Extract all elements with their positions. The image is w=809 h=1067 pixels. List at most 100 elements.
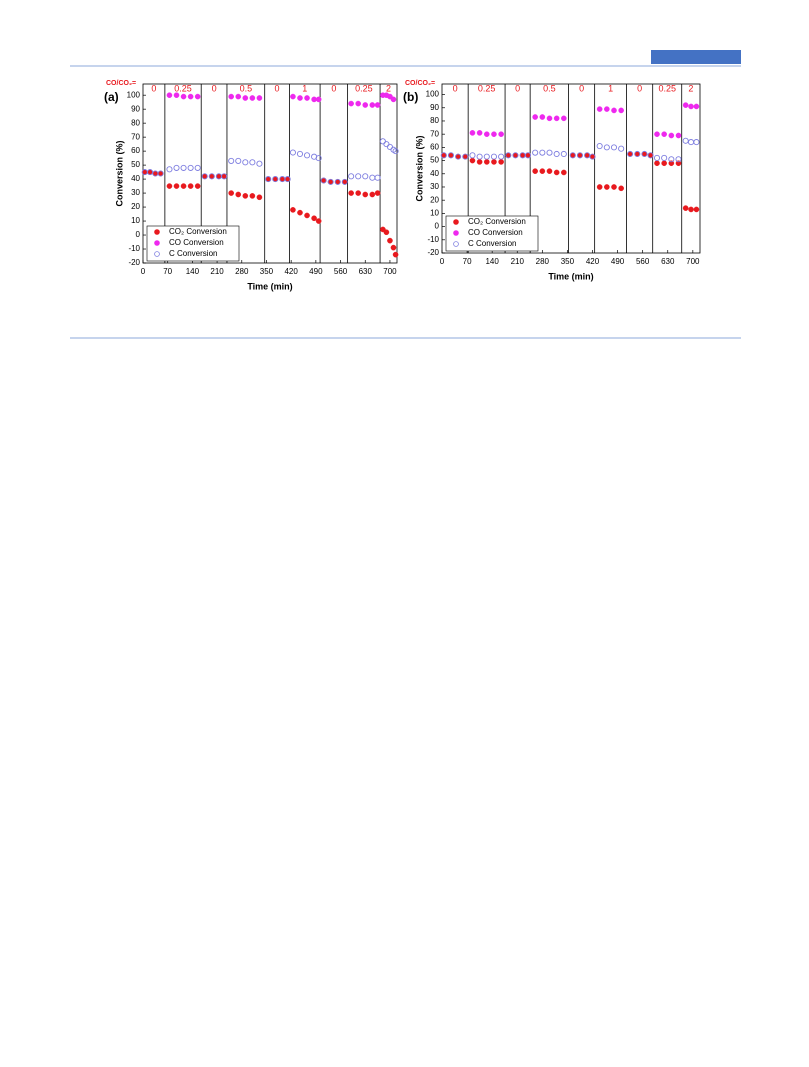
data-point <box>173 92 180 98</box>
x-tick-label: 0 <box>141 267 146 276</box>
data-point <box>682 102 689 108</box>
data-point <box>235 93 242 100</box>
data-point <box>490 153 498 160</box>
data-point <box>304 212 310 219</box>
y-tick-label: 10 <box>131 216 140 225</box>
data-point <box>290 207 296 213</box>
data-point <box>688 103 694 110</box>
data-point <box>228 190 234 196</box>
data-point <box>505 152 512 159</box>
data-point <box>675 132 682 139</box>
data-point <box>675 156 682 163</box>
data-point <box>374 190 381 196</box>
region-label: 0 <box>515 83 520 93</box>
data-point <box>447 152 455 159</box>
data-point <box>539 149 546 156</box>
x-tick-label: 140 <box>485 257 499 266</box>
data-point <box>654 131 660 137</box>
region-label: 0 <box>212 83 217 93</box>
data-point <box>387 237 393 244</box>
data-point <box>228 93 234 100</box>
data-point <box>596 143 603 150</box>
y-tick-label: 0 <box>136 230 141 239</box>
data-point <box>315 96 322 103</box>
y-tick-label: 60 <box>430 142 439 151</box>
data-point <box>341 178 348 185</box>
region-title: CO/CO₂= <box>106 80 136 87</box>
region-label: 0.25 <box>478 83 496 93</box>
region-label: 0.25 <box>174 83 192 93</box>
data-point <box>297 95 303 101</box>
data-point <box>348 173 355 180</box>
x-tick-label: 630 <box>359 267 373 276</box>
data-point <box>455 153 462 160</box>
data-point <box>693 139 700 146</box>
data-point <box>228 157 235 164</box>
data-point <box>532 168 538 174</box>
data-point <box>166 92 173 98</box>
legend-label: C Conversion <box>468 239 516 248</box>
y-tick-label: 20 <box>131 202 140 211</box>
region-label: 1 <box>302 83 307 93</box>
data-point <box>311 215 317 222</box>
data-point <box>627 150 634 158</box>
x-tick-label: 140 <box>186 267 200 276</box>
data-point <box>379 138 386 145</box>
y-tick-label: 50 <box>131 160 140 169</box>
x-tick-label: 280 <box>536 257 550 266</box>
data-point <box>265 176 272 183</box>
data-point <box>315 218 322 224</box>
data-point <box>532 114 538 120</box>
y-tick-label: 90 <box>131 104 140 113</box>
region-label: 0 <box>637 83 642 93</box>
y-tick-label: 30 <box>131 188 140 197</box>
data-point <box>483 153 490 160</box>
data-point <box>546 149 553 156</box>
y-tick-label: 30 <box>430 182 439 191</box>
x-tick-label: 280 <box>235 267 249 276</box>
legend-marker <box>453 219 459 225</box>
data-point <box>386 143 393 150</box>
data-point <box>297 209 303 216</box>
data-point <box>166 166 173 173</box>
data-point <box>440 152 447 159</box>
data-point <box>392 251 399 258</box>
legend-box <box>445 215 539 252</box>
data-point <box>355 190 361 196</box>
data-point <box>173 183 180 189</box>
data-point <box>166 183 173 189</box>
data-point <box>249 193 256 199</box>
legend-label: CO Conversion <box>468 228 523 237</box>
data-point <box>272 176 279 183</box>
data-point <box>194 183 201 189</box>
panel-label: (b) <box>403 90 418 104</box>
legend-marker <box>453 241 459 247</box>
data-point <box>187 183 194 189</box>
data-point <box>476 130 483 136</box>
data-point <box>249 159 256 166</box>
data-point <box>512 152 519 159</box>
data-point <box>256 194 263 201</box>
legend-marker <box>154 251 160 257</box>
y-tick-label: 90 <box>430 103 439 112</box>
x-tick-label: 700 <box>686 257 700 266</box>
region-label: 1 <box>608 83 613 93</box>
data-point <box>539 114 546 120</box>
x-tick-label: 560 <box>334 267 348 276</box>
data-point <box>668 156 675 163</box>
data-point <box>256 160 263 167</box>
y-tick-label: 0 <box>435 222 440 231</box>
y-tick-label: -10 <box>427 235 439 244</box>
x-tick-label: 210 <box>210 267 224 276</box>
data-point <box>469 130 476 136</box>
data-point <box>610 144 618 151</box>
x-tick-label: 490 <box>309 267 323 276</box>
y-tick-label: 10 <box>430 209 439 218</box>
data-point <box>242 95 249 101</box>
header-band <box>651 50 741 64</box>
data-point <box>284 176 291 183</box>
data-point <box>560 150 567 158</box>
data-point <box>334 178 341 185</box>
